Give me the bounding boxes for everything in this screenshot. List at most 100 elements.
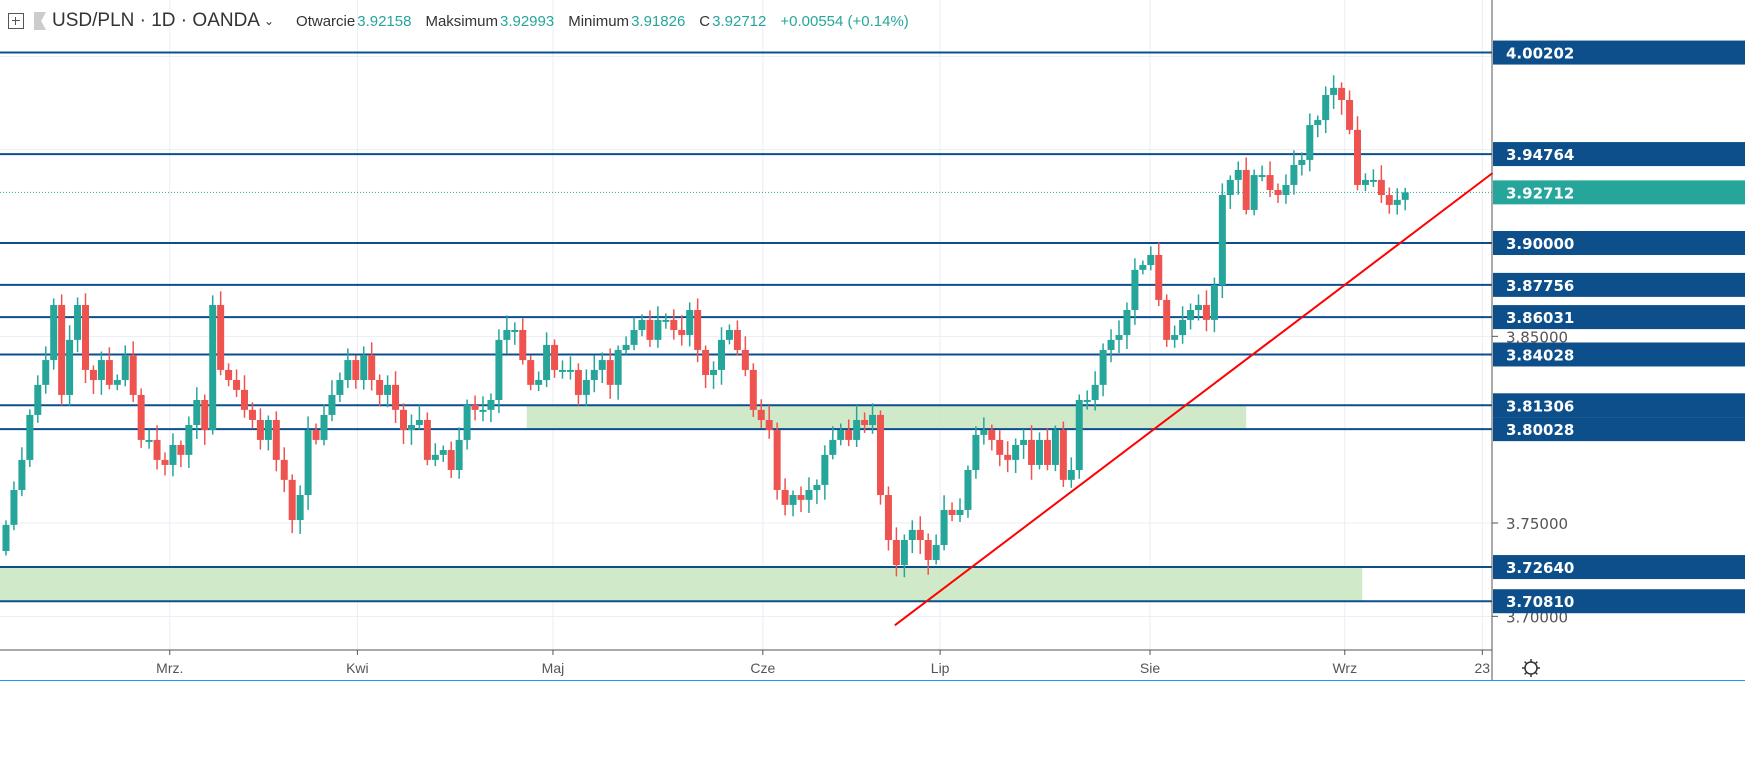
- candle: [1266, 161, 1274, 198]
- candle: [654, 306, 662, 348]
- candle: [368, 342, 376, 391]
- candle: [757, 399, 765, 428]
- level-price-badge: [1493, 342, 1745, 367]
- candle-body: [980, 430, 988, 435]
- candle: [1012, 438, 1020, 474]
- candle-body: [535, 380, 543, 385]
- candle-body: [821, 454, 829, 485]
- candle: [1361, 173, 1369, 192]
- candle: [1091, 371, 1099, 411]
- candle-body: [1004, 454, 1012, 460]
- candle-body: [137, 394, 145, 440]
- gear-tooth: [1534, 671, 1538, 675]
- candle-body: [1274, 189, 1282, 196]
- candle-body: [1361, 179, 1369, 185]
- candle: [503, 315, 511, 354]
- candle: [725, 324, 733, 345]
- symbol-label[interactable]: USD/PLN · 1D · OANDA: [52, 10, 260, 31]
- candle-body: [1354, 129, 1361, 185]
- candle: [233, 369, 241, 397]
- candle: [1004, 441, 1012, 473]
- chevron-down-icon[interactable]: ⌄: [263, 14, 275, 28]
- candle-body: [344, 360, 352, 381]
- candle: [837, 423, 845, 446]
- time-tick-label: Wrz: [1332, 660, 1357, 676]
- symbol-header: USD/PLN · 1D · OANDA ⌄ Otwarcie 3.92158 …: [8, 8, 923, 34]
- candle: [105, 347, 113, 390]
- candle-body: [1115, 335, 1123, 340]
- candle: [487, 393, 495, 423]
- candle-body: [884, 495, 892, 540]
- candle-body: [598, 360, 606, 370]
- candle: [733, 320, 741, 356]
- candle: [622, 336, 630, 355]
- candle: [559, 360, 566, 379]
- time-tick-label: 23: [1475, 660, 1491, 676]
- candle-body: [320, 414, 328, 440]
- candle-body: [169, 444, 177, 465]
- candle: [1234, 161, 1242, 195]
- candle: [201, 394, 209, 445]
- candle: [392, 371, 400, 423]
- candle: [1258, 165, 1266, 182]
- level-price-label: 3.81306: [1506, 397, 1574, 415]
- level-price-label: 3.94764: [1506, 146, 1574, 164]
- time-tick-label: Lip: [931, 660, 950, 676]
- candle-body: [1099, 349, 1107, 385]
- candle: [18, 447, 26, 497]
- candle-body: [1218, 195, 1226, 286]
- candle: [97, 351, 105, 395]
- candle-body: [368, 355, 376, 381]
- candle-body: [1385, 195, 1393, 205]
- candle-body: [1179, 319, 1187, 336]
- candle-body: [1338, 87, 1346, 101]
- candle-body: [543, 344, 551, 381]
- compare-plus-icon[interactable]: [8, 13, 24, 29]
- open-value: 3.92158: [357, 12, 412, 30]
- candle-body: [423, 419, 431, 460]
- candle-body: [129, 355, 137, 395]
- candle-body: [1369, 179, 1377, 182]
- trend-line: [894, 172, 1494, 627]
- candle: [34, 375, 42, 423]
- candle: [185, 416, 193, 468]
- candle-body: [566, 369, 574, 372]
- candle-body: [1210, 285, 1218, 320]
- candle-body: [765, 419, 773, 431]
- candle-body: [1298, 159, 1306, 165]
- candle: [932, 534, 940, 565]
- level-price-badge: [1493, 393, 1745, 418]
- candle-body: [781, 489, 789, 505]
- candle-body: [1075, 399, 1083, 470]
- candle: [551, 339, 559, 378]
- candle: [861, 412, 869, 433]
- candle: [1330, 75, 1338, 109]
- candle: [264, 415, 272, 451]
- settings-gear-icon[interactable]: [1522, 659, 1540, 677]
- level-price-badge: [1493, 555, 1745, 580]
- candle-body: [1107, 339, 1115, 350]
- candle: [1147, 246, 1155, 271]
- candle-body: [1258, 175, 1266, 178]
- candle: [1290, 150, 1298, 195]
- candle: [400, 403, 407, 445]
- candle-body: [1051, 430, 1059, 465]
- candle-body: [702, 349, 710, 375]
- candle: [519, 318, 527, 365]
- candle-body: [964, 469, 972, 510]
- candle: [217, 291, 225, 376]
- candle-body: [407, 425, 415, 431]
- candle: [527, 355, 535, 391]
- candle-body: [26, 414, 34, 460]
- candle: [916, 516, 924, 554]
- candle-body: [527, 360, 535, 385]
- candle-body: [718, 339, 725, 370]
- level-price-badge: [1493, 142, 1745, 167]
- candle-body: [217, 304, 225, 370]
- time-tick-label: Mrz.: [156, 660, 183, 676]
- candle: [1385, 187, 1393, 214]
- candle-body: [400, 409, 407, 431]
- candle: [821, 445, 829, 500]
- candle-body: [447, 450, 455, 470]
